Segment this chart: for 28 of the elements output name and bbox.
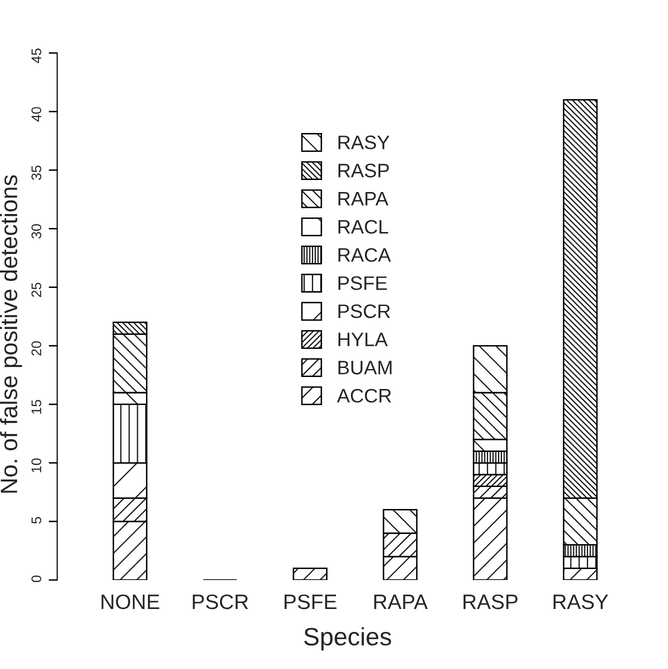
legend-label: PSCR [338, 304, 390, 318]
y-tick-label: 10 [31, 458, 42, 472]
legend-label: PSFE [338, 276, 387, 290]
x-tick-label: RAPA [374, 594, 428, 609]
legend-label: RAPA [338, 192, 388, 206]
y-tick-label: 20 [31, 341, 42, 356]
y-tick-label: 40 [31, 107, 42, 122]
legend-label: RACL [338, 220, 388, 234]
legend-label: HYLA [338, 332, 388, 346]
x-tick-label: PSFE [284, 594, 336, 610]
y-tick-label: 15 [32, 400, 42, 414]
legend-label: RACA [338, 248, 391, 262]
x-tick-label: RASY [554, 594, 608, 610]
x-axis-title: Species [304, 627, 392, 651]
x-tick-label: NONE [102, 594, 160, 610]
y-tick-label: 25 [31, 282, 42, 297]
y-tick-label: 30 [31, 224, 42, 239]
legend-label: RASP [338, 164, 389, 178]
y-tick-label: 45 [32, 48, 42, 64]
legend-label: RASY [338, 136, 390, 150]
y-tick-label: 0 [31, 576, 42, 582]
x-tick-label: PSCR [192, 594, 248, 610]
x-tick-label: RASP [464, 594, 518, 610]
y-axis-title: No. of false positive detections [0, 175, 22, 493]
y-tick-label: 5 [32, 516, 42, 524]
legend-label: BUAM [338, 360, 392, 374]
y-tick-label: 35 [31, 166, 42, 180]
legend-label: ACCR [336, 388, 392, 403]
